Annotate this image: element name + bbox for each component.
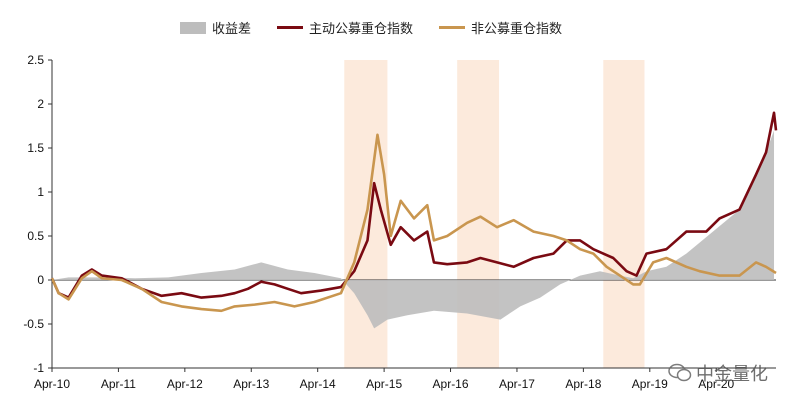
- spread-area-layer: [52, 130, 775, 329]
- legend-label-spread: 收益差: [212, 22, 252, 37]
- legend-swatch-active-fund: [277, 26, 304, 29]
- y-tick-label: 1: [37, 185, 44, 199]
- highlight-period-2: [603, 60, 645, 368]
- legend-item-active-fund: 主动公募重仓指数: [277, 18, 413, 37]
- x-tick-label: Apr-17: [499, 377, 535, 391]
- x-tick-label: Apr-12: [167, 377, 203, 391]
- y-axis-ticks: 2.5 2 1.5 1 0.5 0 -0.5 -1: [23, 53, 52, 375]
- legend-swatch-spread: [180, 21, 206, 34]
- x-tick-label: Apr-16: [433, 377, 469, 391]
- legend-label-non-fund: 非公募重仓指数: [471, 22, 563, 37]
- highlight-period-1: [457, 60, 500, 368]
- x-tick-label: Apr-19: [632, 377, 668, 391]
- y-tick-label: 0.5: [27, 229, 44, 243]
- x-tick-label: Apr-20: [698, 377, 734, 391]
- y-tick-label: 2: [37, 97, 44, 111]
- watermark-text: 中金量化: [696, 364, 768, 385]
- watermark: 中金量化: [668, 360, 768, 386]
- axes: [51, 60, 776, 369]
- y-tick-label: 0: [37, 273, 44, 287]
- x-tick-label: Apr-10: [34, 377, 70, 391]
- x-tick-label: Apr-13: [233, 377, 269, 391]
- x-tick-label: Apr-11: [101, 377, 136, 391]
- x-tick-label: Apr-15: [366, 377, 402, 391]
- legend-label-active-fund: 主动公募重仓指数: [309, 22, 414, 37]
- x-tick-label: Apr-18: [565, 377, 601, 391]
- series-line-active-fund: [50, 111, 778, 299]
- legend: 收益差 主动公募重仓指数 非公募重仓指数: [180, 18, 562, 37]
- y-tick-label: -0.5: [23, 317, 44, 331]
- x-tick-label: Apr-14: [300, 377, 336, 391]
- series-area-spread: [52, 130, 775, 329]
- x-axis-ticks: Apr-10 Apr-11 Apr-12 Apr-13 Apr-14 Apr-15 Apr-…: [34, 368, 735, 391]
- legend-item-spread: 收益差: [180, 18, 251, 37]
- y-tick-label: -1: [33, 361, 44, 375]
- wechat-icon: [668, 363, 692, 382]
- highlight-periods: [344, 60, 645, 368]
- legend-item-non-fund: 非公募重仓指数: [439, 18, 562, 37]
- y-tick-label: 1.5: [27, 141, 44, 155]
- legend-swatch-non-fund: [439, 26, 466, 29]
- series-line-non-fund: [50, 133, 777, 313]
- y-tick-label: 2.5: [27, 53, 44, 67]
- lines-layer: [50, 111, 778, 313]
